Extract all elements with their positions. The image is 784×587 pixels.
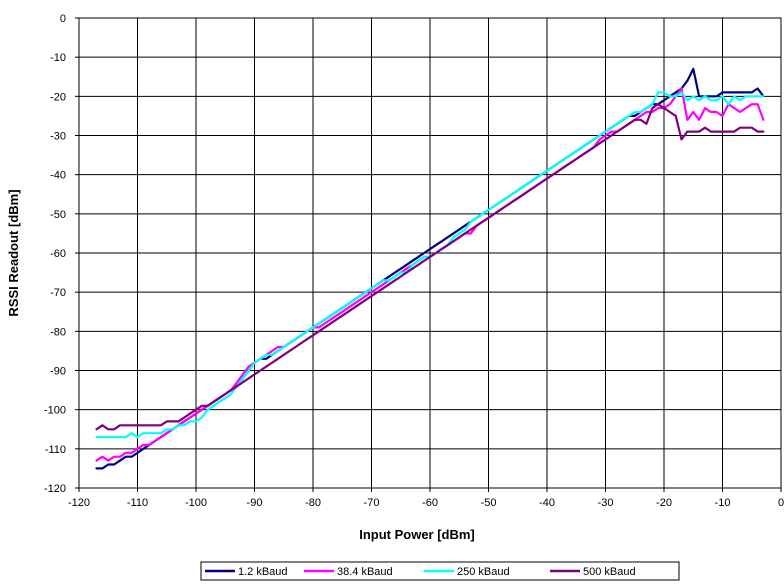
x-tick-label: -20	[656, 497, 672, 509]
y-tick-label: -70	[50, 287, 66, 299]
y-tick-label: -100	[44, 405, 66, 417]
x-tick-label: 0	[778, 497, 784, 509]
y-tick-label: -120	[44, 483, 66, 495]
y-tick-label: -30	[50, 131, 66, 143]
x-tick-label: -90	[247, 497, 263, 509]
y-tick-label: -50	[50, 209, 66, 221]
tick-layer: -120 -110 -100 -90 -80 -70 -60 -50 -40 -30 -20 -10 0…	[44, 13, 784, 509]
series-line-500-kbaud	[95, 103, 765, 431]
y-tick-label: -60	[50, 248, 66, 260]
x-tick-label: -30	[598, 497, 614, 509]
legend-label-500-kbaud: 500 kBaud	[583, 566, 636, 578]
y-tick-label: -90	[50, 366, 66, 378]
legend-items: 1.2 kBaud 38.4 kBaud 250 kBaud 500 kBaud	[205, 566, 636, 578]
y-tick-label: -80	[50, 326, 66, 338]
y-tick-label: -110	[45, 444, 66, 456]
x-axis-title: Input Power [dBm]	[359, 527, 475, 542]
x-tick-label: -80	[305, 497, 321, 509]
legend-label-250-kbaud: 250 kBaud	[457, 566, 510, 578]
y-axis-title: RSSI Readout [dBm]	[6, 189, 21, 316]
y-tick-label: -40	[50, 170, 66, 182]
legend-label-1-2-kbaud: 1.2 kBaud	[238, 566, 288, 578]
y-tick-label: 0	[60, 13, 66, 25]
x-tick-label: -100	[185, 497, 207, 509]
x-tick-label: -10	[715, 497, 731, 509]
legend-label-38-4-kbaud: 38.4 kBaud	[337, 566, 393, 578]
series-layer	[95, 67, 765, 470]
x-tick-label: -110	[127, 497, 148, 509]
y-tick-label: -10	[50, 52, 66, 64]
legend: 1.2 kBaud 38.4 kBaud 250 kBaud 500 kBaud	[200, 561, 680, 581]
x-tick-label: -50	[481, 497, 497, 509]
x-tick-label: -40	[539, 497, 555, 509]
x-tick-label: -70	[364, 497, 380, 509]
x-tick-label: -60	[422, 497, 438, 509]
x-tick-label: -120	[68, 497, 90, 509]
y-tick-label: -20	[50, 91, 66, 103]
